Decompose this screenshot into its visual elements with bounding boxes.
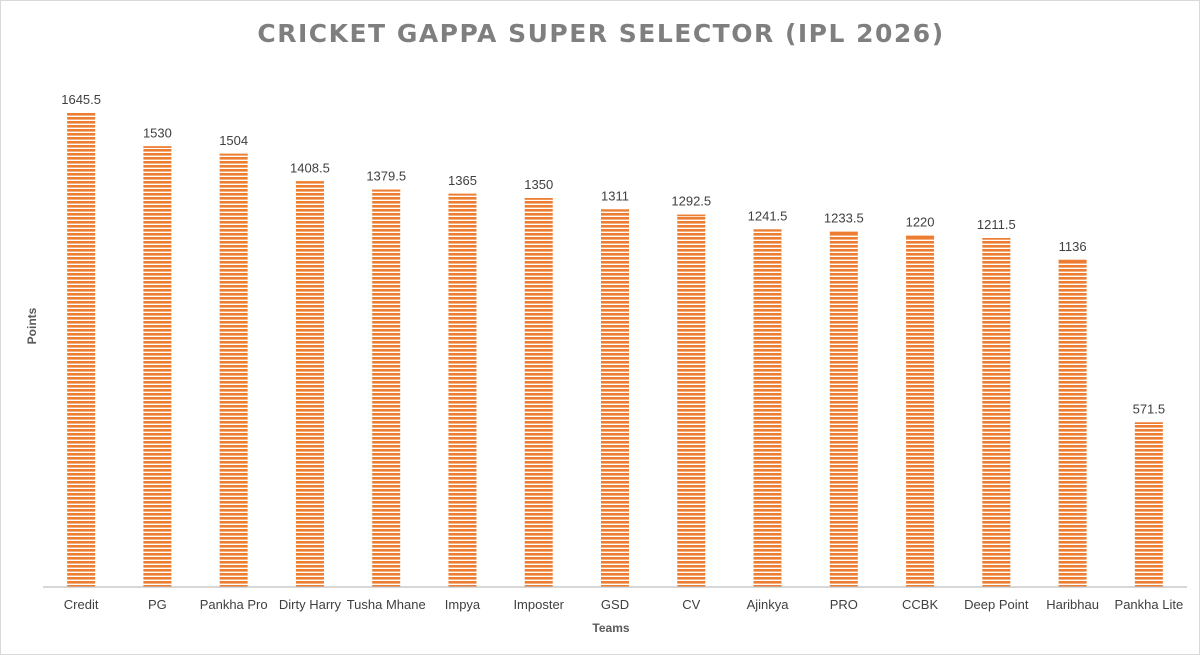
x-tick-label: PG bbox=[148, 597, 167, 612]
bar bbox=[829, 231, 858, 587]
data-label: 1504 bbox=[219, 133, 248, 148]
bar bbox=[906, 235, 935, 587]
y-axis-title: Points bbox=[25, 307, 39, 344]
x-tick-label: CCBK bbox=[902, 597, 938, 612]
data-label: 1292.5 bbox=[671, 194, 711, 209]
bar bbox=[982, 238, 1011, 587]
bar bbox=[372, 189, 401, 587]
bar bbox=[753, 229, 782, 587]
bar bbox=[448, 193, 477, 588]
data-label: 1136 bbox=[1059, 239, 1087, 254]
bar bbox=[295, 181, 324, 587]
x-tick-label: Impya bbox=[445, 597, 481, 612]
x-tick-label: Haribhau bbox=[1046, 597, 1099, 612]
data-labels-group: 1645.5 1530 1504 1408.5 1379.5 1365 1350 1311 12… bbox=[61, 92, 1165, 416]
data-label: 571.5 bbox=[1133, 401, 1166, 416]
x-tick-label: PRO bbox=[830, 597, 858, 612]
x-tick-label: Ajinkya bbox=[747, 597, 790, 612]
x-tick-label: GSD bbox=[601, 597, 629, 612]
bar bbox=[143, 146, 172, 587]
x-tick-label: Pankha Lite bbox=[1115, 597, 1184, 612]
data-label: 1220 bbox=[906, 215, 935, 230]
bar bbox=[1058, 259, 1087, 587]
data-label: 1408.5 bbox=[290, 160, 330, 175]
data-label: 1530 bbox=[143, 125, 172, 140]
bar bbox=[1134, 422, 1163, 587]
x-tick-labels-group: Credit PG Pankha Pro Dirty Harry Tusha Mhane… bbox=[64, 597, 1183, 612]
data-label: 1645.5 bbox=[61, 92, 101, 107]
x-tick-label: Tusha Mhane bbox=[347, 597, 426, 612]
bars-group bbox=[67, 113, 1163, 588]
data-label: 1350 bbox=[524, 177, 553, 192]
x-tick-label: Deep Point bbox=[964, 597, 1029, 612]
x-tick-label: Credit bbox=[64, 597, 99, 612]
bar bbox=[67, 113, 96, 587]
data-label: 1365 bbox=[448, 173, 477, 188]
bar bbox=[219, 153, 248, 587]
data-label: 1233.5 bbox=[824, 211, 864, 226]
data-label: 1379.5 bbox=[366, 169, 406, 184]
x-tick-label: Dirty Harry bbox=[279, 597, 342, 612]
bar bbox=[601, 209, 629, 588]
bar bbox=[677, 214, 706, 587]
data-label: 1211.5 bbox=[977, 217, 1016, 232]
x-axis-title: Teams bbox=[592, 621, 629, 635]
x-tick-label: Imposter bbox=[513, 597, 564, 612]
data-label: 1311 bbox=[601, 188, 629, 203]
bar bbox=[524, 198, 553, 587]
chart-title: CRICKET GAPPA SUPER SELECTOR (IPL 2026) bbox=[257, 19, 944, 48]
x-tick-label: Pankha Pro bbox=[200, 597, 268, 612]
x-tick-label: CV bbox=[682, 597, 700, 612]
data-label: 1241.5 bbox=[748, 208, 788, 223]
